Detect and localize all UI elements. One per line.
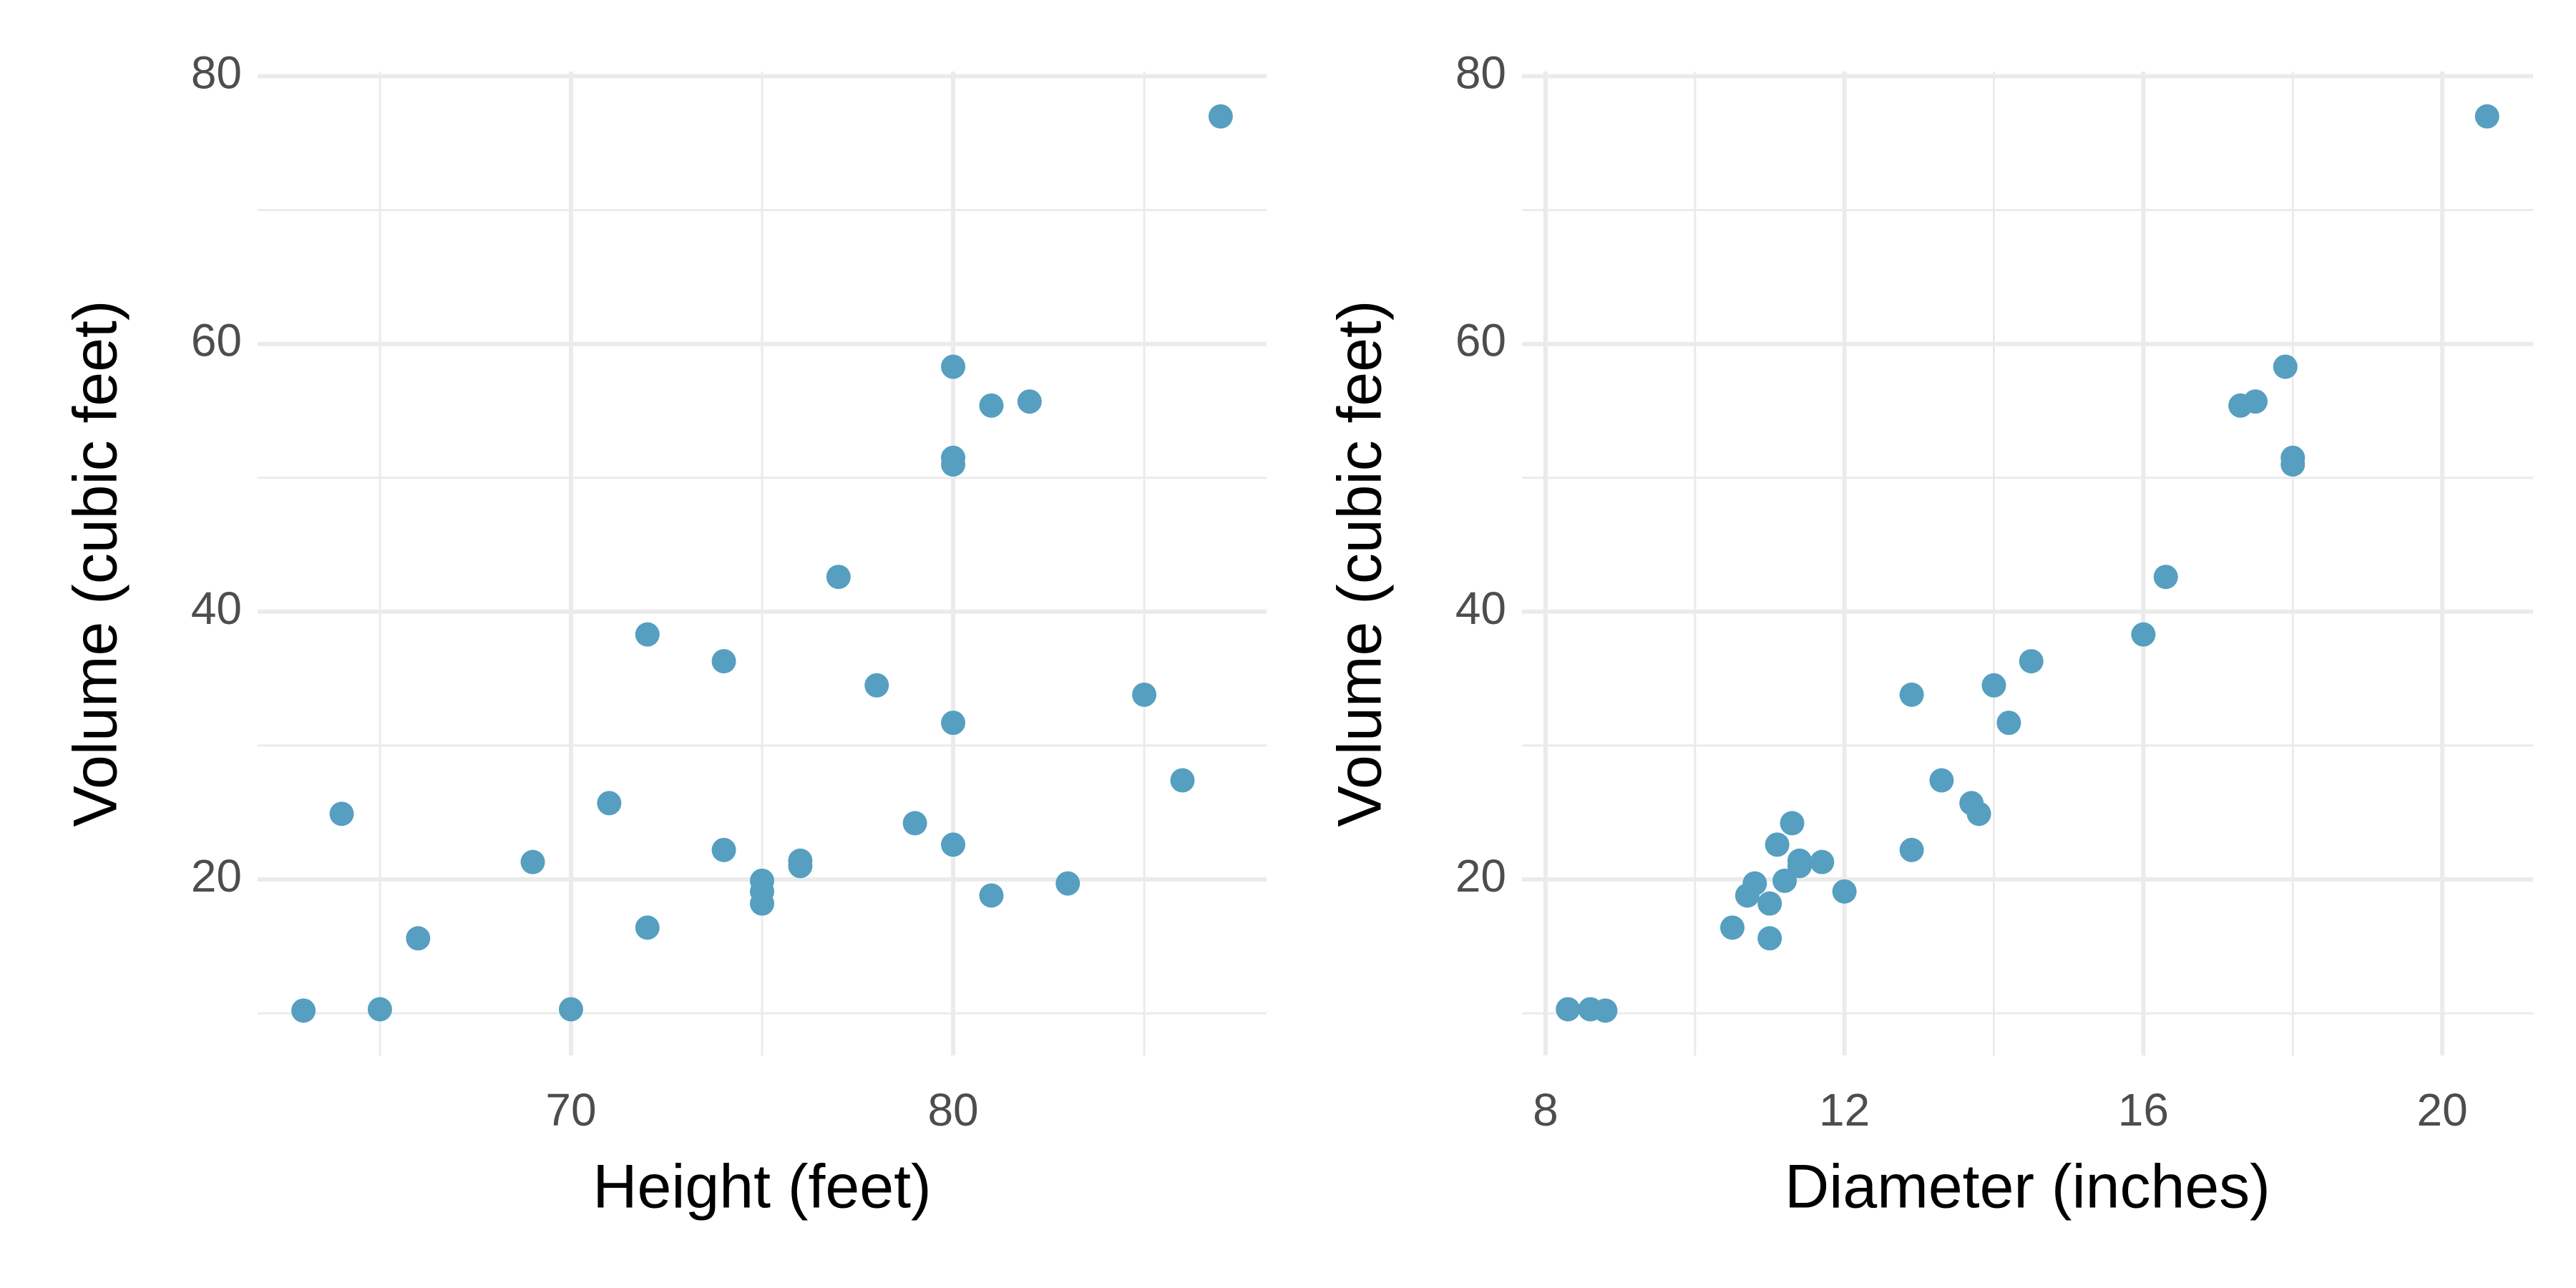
- y-axis-title: Volume (cubic feet): [1326, 300, 1395, 826]
- y-tick-label: 80: [191, 47, 242, 98]
- x-tick-label: 80: [927, 1084, 978, 1136]
- point: [2273, 354, 2298, 379]
- point: [1757, 891, 1782, 916]
- x-axis-title: Diameter (inches): [1785, 1153, 2270, 1221]
- point: [406, 926, 431, 951]
- point: [941, 452, 966, 477]
- point: [597, 791, 622, 816]
- y-tick-label: 60: [1455, 315, 1506, 366]
- point: [558, 997, 583, 1022]
- point: [1757, 926, 1782, 951]
- point: [520, 849, 545, 874]
- point: [2280, 452, 2306, 477]
- point: [329, 801, 354, 826]
- point: [711, 649, 736, 674]
- point: [826, 565, 851, 590]
- point: [635, 622, 660, 647]
- point: [864, 673, 889, 698]
- point: [2243, 389, 2268, 414]
- point: [1996, 711, 2021, 736]
- x-tick-label: 70: [545, 1084, 596, 1136]
- point: [1593, 998, 1618, 1023]
- point: [1780, 811, 1805, 836]
- point: [2131, 622, 2156, 647]
- point: [750, 879, 774, 904]
- point: [1810, 849, 1835, 874]
- point: [1832, 879, 1857, 904]
- point: [941, 711, 966, 736]
- point: [788, 848, 813, 873]
- point: [1899, 837, 1924, 862]
- point: [941, 832, 966, 857]
- point: [2474, 104, 2499, 129]
- point: [1055, 871, 1080, 896]
- y-tick-label: 20: [191, 850, 242, 902]
- point: [1981, 673, 2006, 698]
- point: [902, 811, 927, 836]
- point: [2153, 565, 2178, 590]
- point: [1719, 915, 1745, 940]
- x-tick-label: 8: [1533, 1084, 1558, 1136]
- point: [1132, 682, 1157, 707]
- y-tick-label: 40: [1455, 582, 1506, 634]
- x-tick-label: 12: [1819, 1084, 1870, 1136]
- point: [367, 997, 392, 1022]
- x-tick-label: 20: [2417, 1084, 2468, 1136]
- point: [979, 883, 1004, 908]
- y-axis-title: Volume (cubic feet): [62, 300, 130, 826]
- x-axis-title: Height (feet): [592, 1153, 931, 1221]
- point: [979, 393, 1004, 418]
- point: [1765, 832, 1790, 857]
- point: [1787, 848, 1812, 873]
- point: [1899, 682, 1924, 707]
- point: [1966, 801, 1991, 826]
- y-tick-label: 80: [1455, 47, 1506, 98]
- point: [1017, 389, 1042, 414]
- y-tick-label: 60: [191, 315, 242, 366]
- point: [1929, 768, 1954, 793]
- x-tick-label: 16: [2118, 1084, 2169, 1136]
- point: [291, 998, 316, 1023]
- point: [635, 915, 660, 940]
- point: [1772, 868, 1797, 893]
- point: [2019, 649, 2044, 674]
- point: [1556, 997, 1581, 1022]
- y-tick-label: 40: [191, 582, 242, 634]
- point: [1742, 871, 1767, 896]
- point: [711, 837, 736, 862]
- point: [1208, 104, 1233, 129]
- y-tick-label: 20: [1455, 850, 1506, 902]
- point: [1170, 768, 1195, 793]
- point: [941, 354, 966, 379]
